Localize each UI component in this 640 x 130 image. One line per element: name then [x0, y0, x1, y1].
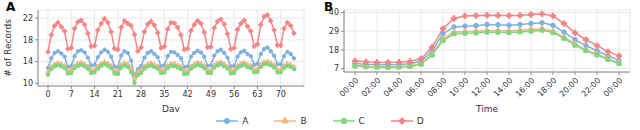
svg-text:35: 35	[159, 90, 169, 99]
svg-text:14: 14	[23, 57, 33, 66]
svg-text:42: 42	[183, 90, 193, 99]
svg-text:18: 18	[23, 36, 33, 45]
svg-text:04:00: 04:00	[382, 76, 405, 99]
svg-text:20:00: 20:00	[558, 76, 581, 99]
svg-text:29: 29	[329, 27, 339, 36]
svg-text:00:00: 00:00	[338, 76, 361, 99]
svg-text:06:00: 06:00	[404, 76, 427, 99]
svg-text:7: 7	[69, 90, 74, 99]
svg-text:Time: Time	[475, 104, 498, 112]
svg-text:00:00: 00:00	[602, 76, 625, 99]
svg-text:10:00: 10:00	[448, 76, 471, 99]
svg-text:18:00: 18:00	[536, 76, 559, 99]
svg-text:40: 40	[329, 8, 339, 17]
svg-text:10: 10	[23, 79, 33, 88]
svg-text:18: 18	[329, 46, 339, 55]
svg-text:28: 28	[136, 90, 146, 99]
svg-text:14:00: 14:00	[492, 76, 515, 99]
svg-text:02:00: 02:00	[360, 76, 383, 99]
svg-text:22: 22	[23, 14, 33, 23]
svg-text:14: 14	[89, 90, 99, 99]
svg-text:56: 56	[229, 90, 239, 99]
svg-text:16:00: 16:00	[514, 76, 537, 99]
svg-text:70: 70	[276, 90, 286, 99]
svg-text:08:00: 08:00	[426, 76, 449, 99]
svg-text:7: 7	[334, 64, 339, 73]
svg-text:0: 0	[45, 90, 50, 99]
svg-text:63: 63	[252, 90, 262, 99]
svg-text:Day: Day	[162, 104, 180, 112]
svg-text:# of Records: # of Records	[8, 19, 13, 77]
svg-text:22:00: 22:00	[580, 76, 603, 99]
svg-text:21: 21	[113, 90, 123, 99]
svg-text:49: 49	[206, 90, 216, 99]
svg-text:12:00: 12:00	[470, 76, 493, 99]
